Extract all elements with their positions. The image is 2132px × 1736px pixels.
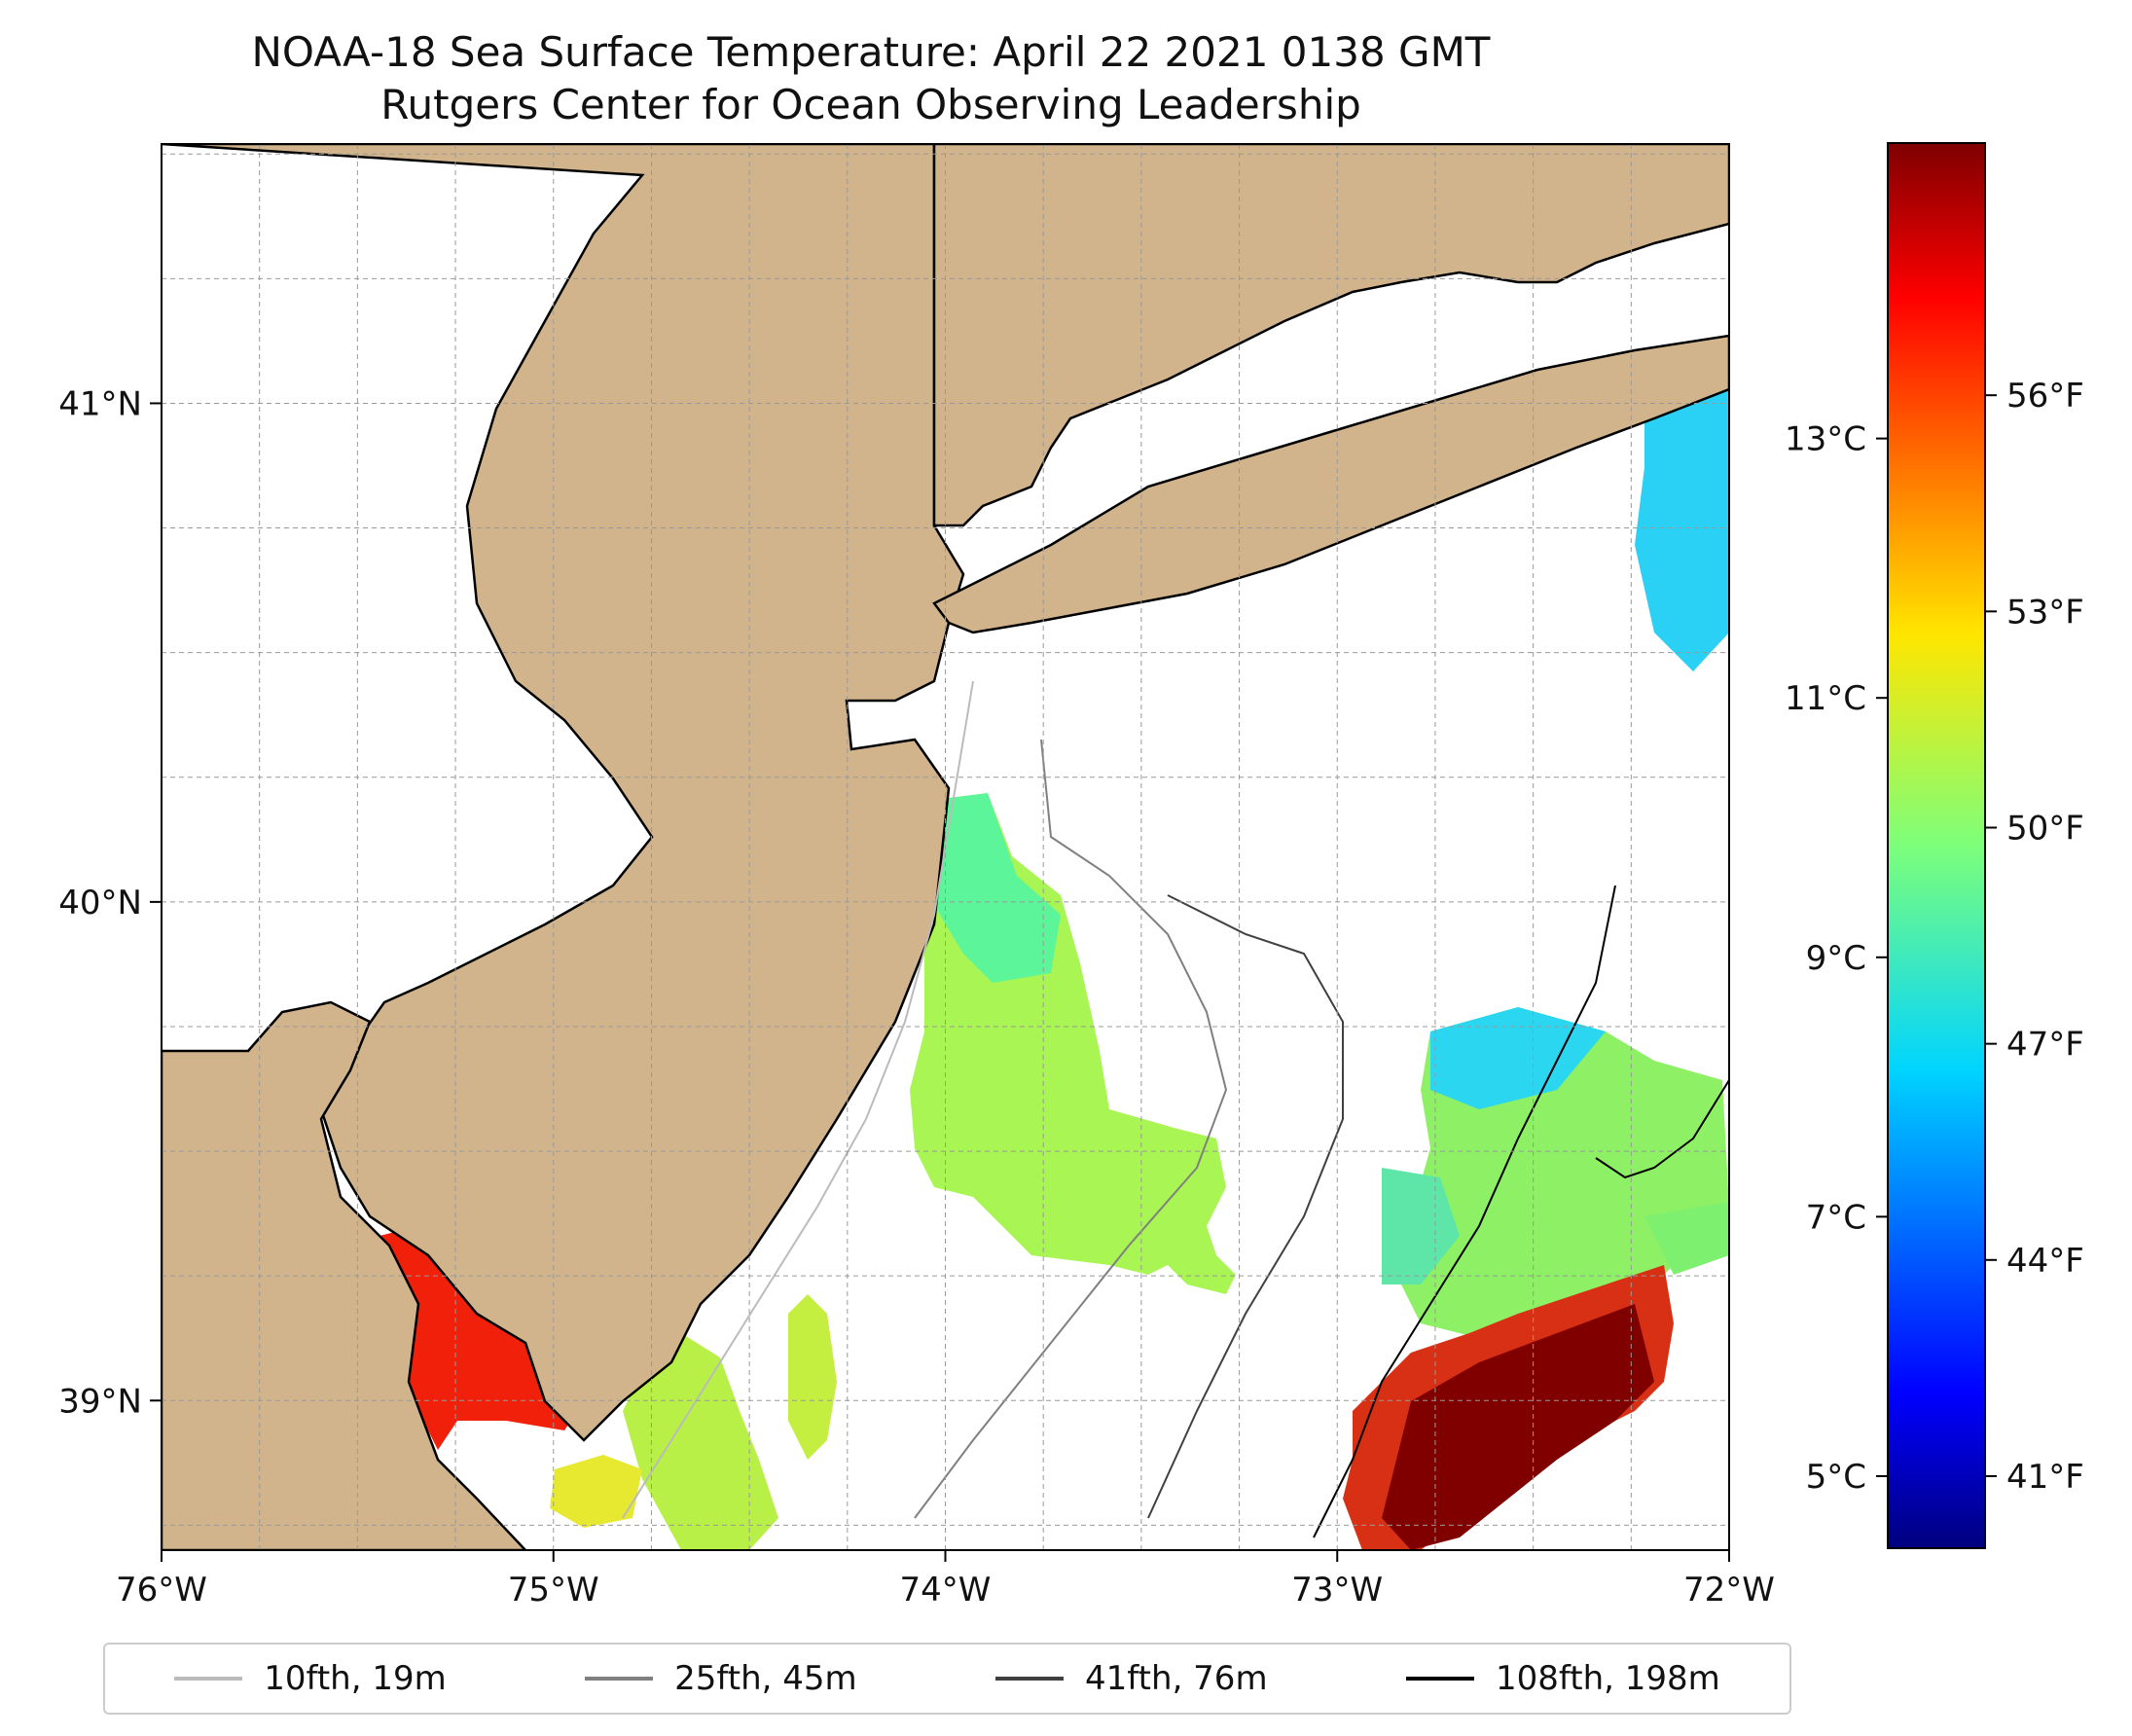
legend-label: 41fth, 76m [1085, 1659, 1268, 1698]
sst-data-layer [379, 389, 1729, 1550]
fahrenheit-tick-label: 50°F [2006, 809, 2084, 848]
contour-45m [914, 739, 1228, 1519]
contour-198m-east [1595, 1079, 1729, 1179]
fahrenheit-tick-label: 53°F [2006, 593, 2084, 632]
legend-item: 25fth, 45m [585, 1659, 857, 1698]
celsius-tick-label: 11°C [1785, 679, 1866, 718]
sst-patch-south-2 [788, 1294, 837, 1460]
legend-line-swatch [585, 1677, 654, 1681]
bathymetry-contours [622, 680, 1729, 1538]
sst-patch-northeast [1644, 1202, 1729, 1275]
new-jersey-land [162, 144, 965, 1442]
celsius-tick-label: 7°C [1806, 1198, 1866, 1237]
celsius-tick-label: 5°C [1806, 1458, 1866, 1497]
sst-patch-east-west [1382, 1168, 1460, 1284]
sst-patch-south [623, 1333, 778, 1550]
legend-item: 10fth, 19m [174, 1659, 447, 1698]
lon-tick-label: 73°W [1291, 1571, 1383, 1609]
sst-patch-east-cool [1430, 1007, 1606, 1109]
celsius-tick-label: 9°C [1806, 939, 1866, 978]
latitude-axis: 41°N 40°N 39°N [58, 384, 162, 1421]
fahrenheit-tick-label: 47°F [2006, 1026, 2084, 1065]
lon-tick-label: 72°W [1683, 1571, 1775, 1609]
legend-label: 25fth, 45m [674, 1659, 857, 1698]
legend-item: 108fth, 198m [1405, 1659, 1720, 1698]
fahrenheit-tick-label: 44°F [2006, 1242, 2084, 1281]
contour-19m [622, 680, 974, 1519]
map-title: NOAA-18 Sea Surface Temperature: April 2… [251, 28, 1491, 76]
sst-patch-delaware-bay [379, 1226, 584, 1450]
legend-label: 10fth, 19m [264, 1659, 447, 1698]
sst-patch-gulf-stream [1382, 1304, 1654, 1550]
longitude-axis: 76°W 75°W 74°W 73°W 72°W [116, 1550, 1775, 1609]
long-island-land [932, 334, 1729, 634]
fahrenheit-tick-label: 56°F [2006, 377, 2084, 416]
lat-tick-label: 40°N [58, 884, 142, 922]
legend-item: 41fth, 76m [995, 1659, 1268, 1698]
legend-label: 108fth, 198m [1495, 1659, 1720, 1698]
sst-patch-shore [550, 1455, 642, 1528]
contour-76m [1147, 894, 1344, 1519]
lon-tick-label: 75°W [508, 1571, 599, 1609]
contour-legend: 10fth, 19m 25fth, 45m 41fth, 76m 108fth, 19… [103, 1643, 1791, 1715]
legend-line-swatch [995, 1677, 1065, 1681]
sst-patch-central-cool [924, 793, 1061, 983]
delaware-land [162, 1000, 527, 1550]
map-subtitle: Rutgers Center for Ocean Observing Leade… [380, 81, 1361, 128]
lon-tick-label: 76°W [116, 1571, 207, 1609]
map-gridlines [162, 144, 1729, 1550]
land-layer [162, 144, 1729, 1550]
fahrenheit-tick-label: 41°F [2006, 1458, 2084, 1497]
new-york-connecticut-land [932, 144, 1729, 527]
celsius-tick-label: 13°C [1785, 420, 1866, 459]
colorbar-fahrenheit-axis: 56°F 53°F 50°F 47°F 44°F 41°F [1985, 377, 2084, 1497]
colorbar-celsius-axis: 13°C 11°C 9°C 7°C 5°C [1785, 420, 1888, 1497]
map-panel: 76°W 75°W 74°W 73°W 72°W 41°N 40°N 39°N [58, 143, 1775, 1609]
legend-line-swatch [174, 1677, 243, 1681]
lat-tick-label: 39°N [58, 1382, 142, 1421]
legend-line-swatch [1405, 1677, 1474, 1681]
colorbar: 13°C 11°C 9°C 7°C 5°C 56°F 53°F 50°F 47°F 44°F 41… [1785, 142, 2084, 1549]
lon-tick-label: 74°W [900, 1571, 992, 1609]
contour-198m [1313, 885, 1616, 1538]
sst-patch-long-island-east [1635, 389, 1729, 671]
lat-tick-label: 41°N [58, 384, 142, 423]
colorbar-gradient [1887, 142, 1986, 1549]
